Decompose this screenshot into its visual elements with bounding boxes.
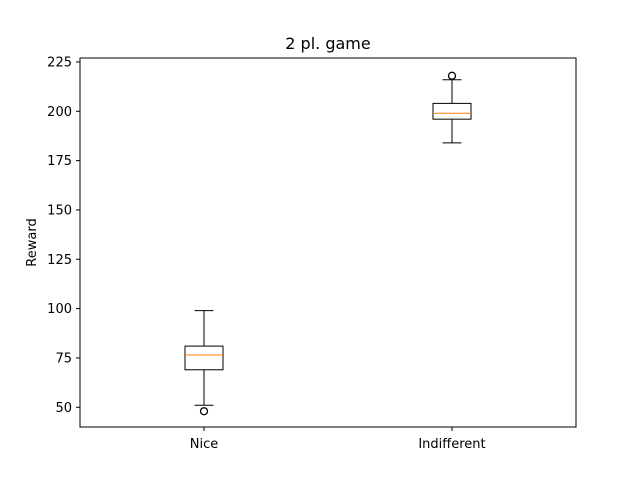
x-tick-label: Indifferent <box>418 437 485 452</box>
y-axis-label: Reward <box>25 218 40 266</box>
box-plot-indifferent <box>432 71 472 144</box>
y-axis: 50 75 100 125 150 175 200 225 <box>47 55 80 416</box>
chart-title: 2 pl. game <box>285 34 370 53</box>
y-tick-label: 200 <box>47 105 72 120</box>
boxes <box>184 71 472 416</box>
outlier-point <box>199 407 209 416</box>
outlier-point <box>447 71 457 80</box>
y-tick-label: 175 <box>47 154 72 169</box>
y-tick-label: 225 <box>47 55 72 70</box>
box-iqr <box>184 345 224 371</box>
box-iqr <box>432 102 472 120</box>
y-tick-label: 100 <box>47 302 72 317</box>
box-plot-nice <box>184 310 224 416</box>
y-tick-label: 50 <box>55 401 72 416</box>
x-axis: Nice Indifferent <box>190 427 486 452</box>
y-tick-label: 75 <box>55 351 72 366</box>
x-tick-label: Nice <box>190 437 218 452</box>
y-tick-label: 125 <box>47 253 72 268</box>
y-tick-label: 150 <box>47 203 72 218</box>
plot-area <box>79 57 577 428</box>
